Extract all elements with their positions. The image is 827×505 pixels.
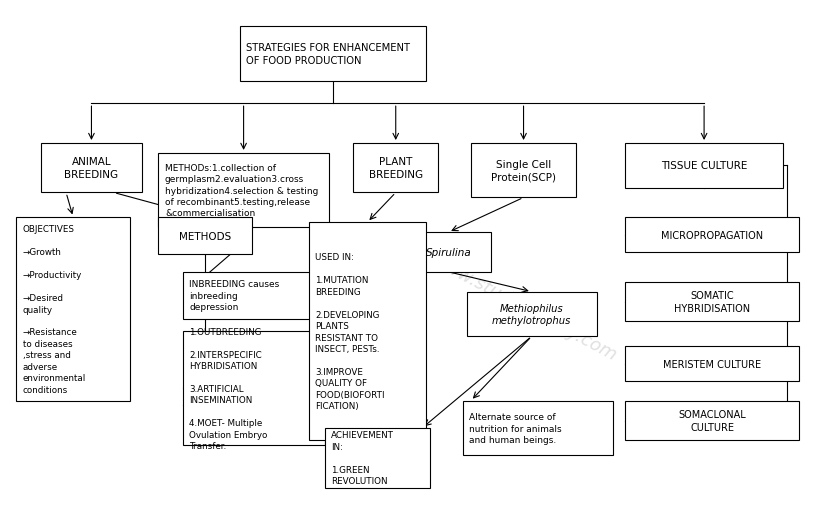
Text: Single Cell
Protein(SCP): Single Cell Protein(SCP) <box>490 160 556 182</box>
Text: SOMATIC
HYBRIDISATION: SOMATIC HYBRIDISATION <box>673 290 749 314</box>
FancyBboxPatch shape <box>624 143 782 188</box>
FancyBboxPatch shape <box>352 143 437 193</box>
Text: METHODS: METHODS <box>179 231 231 241</box>
FancyBboxPatch shape <box>471 143 576 198</box>
FancyBboxPatch shape <box>624 218 798 252</box>
FancyBboxPatch shape <box>183 332 324 445</box>
FancyBboxPatch shape <box>308 223 426 440</box>
Text: Spirulina: Spirulina <box>425 247 471 258</box>
FancyBboxPatch shape <box>17 218 130 401</box>
Text: https://www.studiestoday.com: https://www.studiestoday.com <box>370 221 619 364</box>
FancyBboxPatch shape <box>466 292 595 337</box>
Text: STRATEGIES FOR ENHANCEMENT
OF FOOD PRODUCTION: STRATEGIES FOR ENHANCEMENT OF FOOD PRODU… <box>246 43 409 66</box>
FancyBboxPatch shape <box>158 218 251 255</box>
FancyBboxPatch shape <box>324 428 430 488</box>
Text: METHODs:1.collection of
germplasm2.evaluation3.cross
hybridization4.selection & : METHODs:1.collection of germplasm2.evalu… <box>165 163 318 218</box>
FancyBboxPatch shape <box>405 233 490 272</box>
Text: MICROPROPAGATION: MICROPROPAGATION <box>660 230 762 240</box>
FancyBboxPatch shape <box>624 346 798 381</box>
Text: ACHIEVEMENT
IN:

1.GREEN
REVOLUTION: ACHIEVEMENT IN: 1.GREEN REVOLUTION <box>331 431 394 485</box>
Text: TISSUE CULTURE: TISSUE CULTURE <box>660 161 747 171</box>
Text: Alternate source of
nutrition for animals
and human beings.: Alternate source of nutrition for animal… <box>469 412 562 444</box>
Text: Methiophilus
methylotrophus: Methiophilus methylotrophus <box>491 303 571 326</box>
FancyBboxPatch shape <box>158 154 328 228</box>
FancyBboxPatch shape <box>624 282 798 322</box>
FancyBboxPatch shape <box>41 143 142 193</box>
Text: SOMACLONAL
CULTURE: SOMACLONAL CULTURE <box>677 410 745 432</box>
Text: USED IN:

1.MUTATION
BREEDING

2.DEVELOPING
PLANTS
RESISTANT TO
INSECT, PESTs.

: USED IN: 1.MUTATION BREEDING 2.DEVELOPIN… <box>314 253 384 411</box>
FancyBboxPatch shape <box>462 401 612 456</box>
Text: 1.OUTBREEDING

2.INTERSPECIFIC
HYBRIDISATION

3.ARTIFICIAL
INSEMINATION

4.MOET-: 1.OUTBREEDING 2.INTERSPECIFIC HYBRIDISAT… <box>189 327 267 450</box>
Text: INBREEDING causes
inbreeding
depression: INBREEDING causes inbreeding depression <box>189 280 280 312</box>
Text: MERISTEM CULTURE: MERISTEM CULTURE <box>662 359 760 369</box>
FancyBboxPatch shape <box>239 27 426 82</box>
FancyBboxPatch shape <box>183 272 324 319</box>
Text: OBJECTIVES

→Growth

→Productivity

→Desired
quality

→Resistance
to diseases
,s: OBJECTIVES →Growth →Productivity →Desire… <box>23 225 86 394</box>
Text: ANIMAL
BREEDING: ANIMAL BREEDING <box>65 157 118 180</box>
Text: PLANT
BREEDING: PLANT BREEDING <box>368 157 423 180</box>
FancyBboxPatch shape <box>624 401 798 440</box>
